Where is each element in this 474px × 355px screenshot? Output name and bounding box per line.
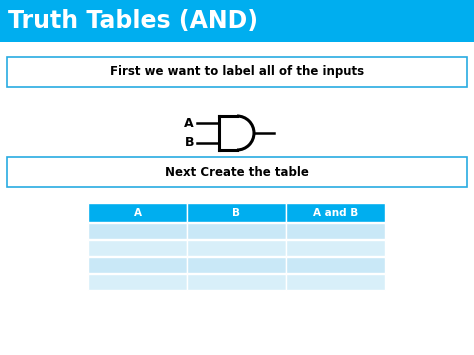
FancyBboxPatch shape (188, 273, 286, 290)
FancyBboxPatch shape (188, 240, 286, 256)
FancyBboxPatch shape (7, 57, 467, 87)
FancyBboxPatch shape (286, 203, 385, 222)
FancyBboxPatch shape (188, 257, 286, 273)
Text: B: B (184, 136, 194, 149)
FancyBboxPatch shape (89, 223, 187, 239)
FancyBboxPatch shape (188, 223, 286, 239)
FancyBboxPatch shape (286, 257, 385, 273)
FancyBboxPatch shape (89, 203, 187, 222)
FancyBboxPatch shape (286, 223, 385, 239)
Text: Truth Tables (AND): Truth Tables (AND) (8, 9, 258, 33)
Text: Next Create the table: Next Create the table (165, 165, 309, 179)
FancyBboxPatch shape (89, 240, 187, 256)
Text: B: B (233, 208, 240, 218)
Text: A and B: A and B (313, 208, 358, 218)
FancyBboxPatch shape (286, 240, 385, 256)
Text: First we want to label all of the inputs: First we want to label all of the inputs (110, 66, 364, 78)
FancyBboxPatch shape (89, 257, 187, 273)
FancyBboxPatch shape (7, 157, 467, 187)
Text: A: A (184, 117, 194, 130)
FancyBboxPatch shape (0, 0, 474, 42)
FancyBboxPatch shape (286, 273, 385, 290)
FancyBboxPatch shape (188, 203, 286, 222)
Text: A: A (134, 208, 142, 218)
FancyBboxPatch shape (89, 273, 187, 290)
